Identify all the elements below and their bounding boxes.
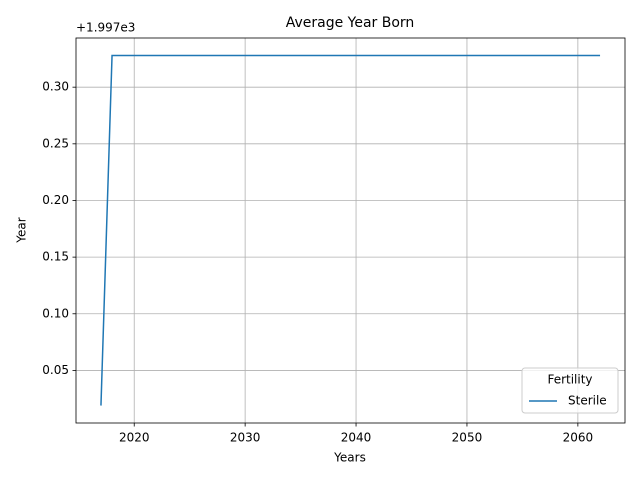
y-tick-label: 0.25 xyxy=(42,136,69,150)
legend-label: Sterile xyxy=(568,394,607,408)
y-tick-label: 0.30 xyxy=(42,80,69,94)
x-tick-label: 2030 xyxy=(230,431,261,445)
legend-title: Fertility xyxy=(547,373,592,387)
data-line xyxy=(100,54,601,406)
x-tick-label: 2060 xyxy=(563,431,594,445)
y-tick-label: 0.05 xyxy=(42,363,69,377)
y-tick-label: 0.10 xyxy=(42,306,69,320)
y-offset-text: +1.997e3 xyxy=(76,21,135,35)
x-tick-label: 2050 xyxy=(452,431,483,445)
axes-frame xyxy=(75,37,626,424)
y-tick-label: 0.20 xyxy=(42,193,69,207)
x-tick-label: 2020 xyxy=(119,431,150,445)
y-tick-label: 0.15 xyxy=(42,250,69,264)
x-tick-label: 2040 xyxy=(341,431,372,445)
x-axis-label: Years xyxy=(333,451,366,465)
y-axis-label: Year xyxy=(15,217,29,243)
chart-title: Average Year Born xyxy=(286,15,415,31)
